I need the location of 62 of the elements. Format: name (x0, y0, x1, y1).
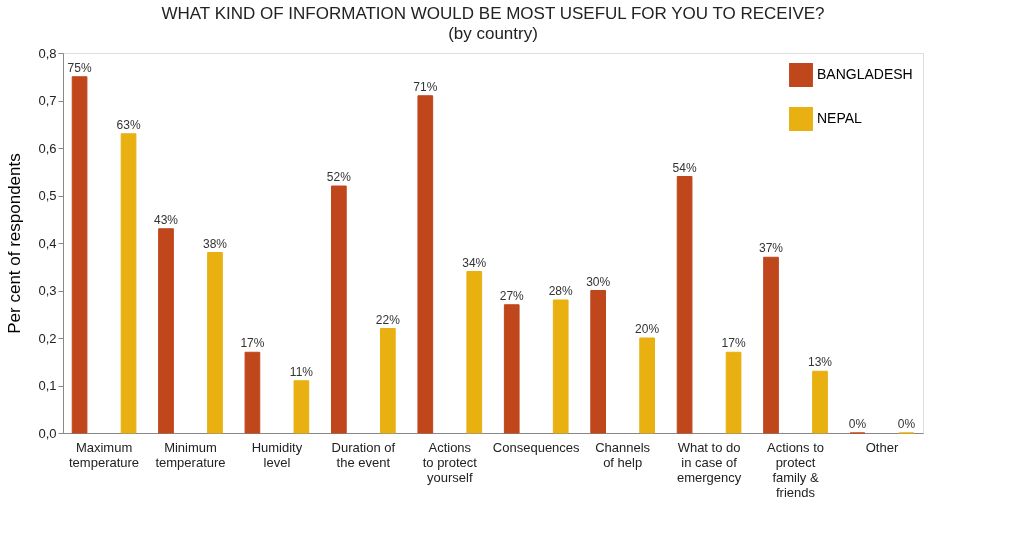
x-tick-label: What to do in case of emergency (676, 439, 742, 485)
data-label: 28% (548, 284, 574, 298)
x-tick-label: Actions to protect yourself (422, 439, 478, 485)
bar (503, 304, 520, 434)
x-tick-label: Channels of help (595, 439, 651, 470)
bar (207, 252, 223, 434)
data-label: 38% (202, 236, 228, 251)
data-label: 11% (289, 364, 314, 379)
data-label: 20% (635, 322, 660, 336)
y-tick-label: 0,6 (38, 140, 57, 156)
bar (812, 370, 828, 434)
y-tick-label: 0,1 (38, 378, 57, 393)
bar (293, 380, 310, 434)
bar (71, 76, 88, 434)
bar (466, 271, 483, 434)
bar (120, 133, 137, 434)
x-tick-label: Consequences (492, 439, 581, 455)
data-label: 17% (240, 336, 265, 351)
x-tick-label: Other (865, 439, 899, 455)
bar (590, 290, 607, 434)
data-label: 75% (67, 60, 92, 75)
data-label: 52% (326, 170, 352, 184)
data-label: 37% (759, 241, 784, 256)
y-tick-label: 0,7 (38, 93, 57, 108)
bar (158, 228, 174, 434)
data-label: 27% (499, 288, 525, 303)
data-label: 22% (375, 312, 401, 327)
bar (331, 185, 347, 434)
data-label: 43% (153, 212, 179, 227)
y-axis-title: Per cent of respondents (5, 153, 25, 334)
bar (417, 95, 434, 434)
x-tick-label: Maximum temperature (69, 439, 140, 470)
y-tick-label: 0,5 (38, 188, 57, 203)
x-tick-label: Actions to protect family & friends (766, 439, 825, 500)
data-label: 63% (116, 117, 141, 132)
legend-label: BANGLADESH (817, 66, 913, 82)
bar (552, 299, 569, 434)
legend-label: NEPAL (817, 110, 863, 126)
data-label: 13% (807, 355, 833, 370)
y-tick-label: 0,0 (38, 425, 57, 441)
data-label: 34% (462, 255, 487, 270)
data-label: 0% (897, 417, 916, 431)
data-label: 71% (413, 79, 438, 94)
x-tick-label: Minimum temperature (155, 439, 226, 470)
data-label: 0% (848, 417, 867, 431)
x-tick-label: Duration of the event (331, 439, 396, 470)
data-label: 30% (586, 274, 611, 289)
bar (244, 351, 261, 434)
y-tick-label: 0,2 (38, 330, 57, 346)
y-tick-label: 0,8 (38, 45, 57, 61)
bar (639, 337, 655, 434)
chart-title: WHAT KIND OF INFORMATION WOULD BE MOST USEFUL FOR YOU TO RECEIVE? (161, 4, 825, 23)
bar (725, 351, 742, 434)
bar (763, 256, 779, 434)
y-tick-label: 0,3 (38, 283, 57, 298)
bar (676, 176, 693, 434)
x-tick-label: Humidity level (251, 439, 303, 470)
bar (379, 328, 396, 434)
chart-subtitle: (by country) (448, 24, 538, 43)
data-label: 54% (672, 160, 697, 175)
data-label: 17% (721, 336, 746, 351)
y-tick-label: 0,4 (38, 235, 57, 251)
